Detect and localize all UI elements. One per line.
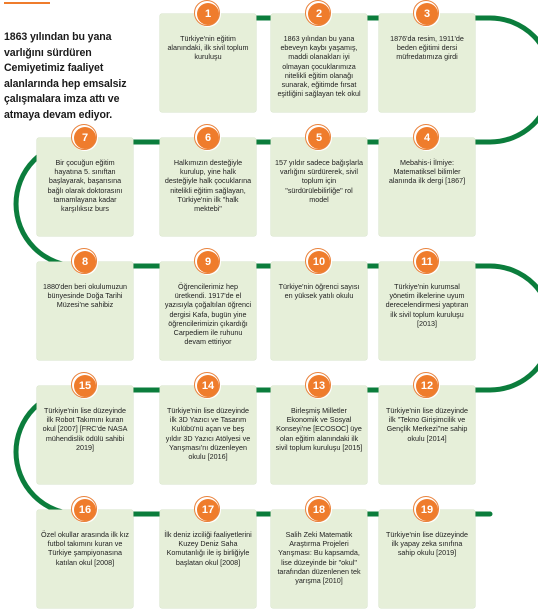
milestone-number-badge: 8	[71, 248, 97, 274]
milestone-card-9: 9 Öğrencilerimiz hep üretkendi. 1917'de e…	[160, 248, 256, 360]
milestone-text: Türkiye'nin lise düzeyinde ilk "Tekno Gi…	[385, 406, 469, 443]
milestone-text: 157 yıldır sadece bağışlarla varlığını s…	[275, 158, 363, 204]
milestone-text: Türkiye'nin lise düzeyinde ilk 3D Yazıcı…	[165, 406, 251, 462]
milestone-number-badge: 4	[413, 124, 439, 150]
milestone-number-badge: 15	[71, 372, 97, 398]
milestone-number-badge: 18	[305, 496, 331, 522]
milestone-number-badge: 3	[413, 0, 439, 26]
milestone-card-13: 13 Birleşmiş Milletler Ekonomik ve Sosyal…	[271, 372, 367, 484]
milestone-number-badge: 17	[194, 496, 220, 522]
milestone-text: Öğrencilerimiz hep üretkendi. 1917'de el…	[164, 282, 252, 347]
milestone-card-1: 1 Türkiye'nin eğitim alanındaki, ilk sivi…	[160, 0, 256, 112]
milestone-text: Mebahis-i İlmiye: Matematiksel bilimler …	[388, 158, 466, 186]
header-accent-rule	[4, 2, 50, 4]
milestone-text: İlk deniz izciliği faaliyetlerini Kuzey …	[164, 530, 252, 567]
milestone-number-badge: 13	[305, 372, 331, 398]
milestone-number-badge: 11	[413, 248, 439, 274]
milestone-card-11: 11 Türkiye'nin kurumsal yönetim ilkelerin…	[379, 248, 475, 360]
milestone-number-badge: 1	[194, 0, 220, 26]
milestone-number-badge: 5	[305, 124, 331, 150]
milestone-text: Bir çocuğun eğitim hayatına 5. sınıftan …	[47, 158, 123, 214]
milestone-text: Türkiye'nin öğrenci sayısı en yüksek yat…	[278, 282, 360, 301]
milestone-text: Türkiye'nin lise düzeyinde ilk Robot Tak…	[42, 406, 128, 452]
milestone-card-16: 16 Özel okullar arasında ilk kız futbol t…	[37, 496, 133, 608]
milestone-number-badge: 7	[71, 124, 97, 150]
milestone-number-badge: 2	[305, 0, 331, 26]
milestone-number-badge: 6	[194, 124, 220, 150]
milestone-number-badge: 19	[413, 496, 439, 522]
milestone-text: Salih Zeki Matematik Araştırma Projeleri…	[277, 530, 361, 586]
milestone-number-badge: 12	[413, 372, 439, 398]
milestone-card-12: 12 Türkiye'nin lise düzeyinde ilk "Tekno …	[379, 372, 475, 484]
milestone-text: Türkiye'nin eğitim alanındaki, ilk sivil…	[167, 34, 249, 62]
milestone-card-4: 4 Mebahis-i İlmiye: Matematiksel bilimler…	[379, 124, 475, 236]
milestone-text: Halkımızın desteğiyle kurulup, yine halk…	[164, 158, 252, 214]
milestone-card-10: 10 Türkiye'nin öğrenci sayısı en yüksek y…	[271, 248, 367, 360]
milestone-number-badge: 9	[194, 248, 220, 274]
milestone-text: Türkiye'nin lise düzeyinde ilk yapay zek…	[385, 530, 469, 558]
milestone-card-18: 18 Salih Zeki Matematik Araştırma Projele…	[271, 496, 367, 608]
milestone-text: Türkiye'nin kurumsal yönetim ilkelerine …	[385, 282, 469, 328]
milestone-text: 1880'den beri okulumuzun bünyesinde Doğa…	[42, 282, 128, 310]
milestone-number-badge: 14	[194, 372, 220, 398]
milestone-card-14: 14 Türkiye'nin lise düzeyinde ilk 3D Yazı…	[160, 372, 256, 484]
milestone-card-6: 6 Halkımızın desteğiyle kurulup, yine hal…	[160, 124, 256, 236]
milestone-card-17: 17 İlk deniz izciliği faaliyetlerini Kuze…	[160, 496, 256, 608]
milestone-text: Özel okullar arasında ilk kız futbol tak…	[41, 530, 129, 567]
milestone-card-2: 2 1863 yılından bu yana ebeveyn kaybı yaş…	[271, 0, 367, 112]
milestone-card-15: 15 Türkiye'nin lise düzeyinde ilk Robot T…	[37, 372, 133, 484]
milestone-card-19: 19 Türkiye'nin lise düzeyinde ilk yapay z…	[379, 496, 475, 608]
milestone-card-7: 7 Bir çocuğun eğitim hayatına 5. sınıftan…	[37, 124, 133, 236]
intro-text: 1863 yılından bu yana varlığını sürdüren…	[4, 31, 127, 121]
milestone-text: Birleşmiş Milletler Ekonomik ve Sosyal K…	[275, 406, 363, 452]
milestone-number-badge: 10	[305, 248, 331, 274]
milestone-card-8: 8 1880'den beri okulumuzun bünyesinde Doğ…	[37, 248, 133, 360]
milestone-number-badge: 16	[71, 496, 97, 522]
milestone-text: 1863 yılından bu yana ebeveyn kaybı yaşa…	[277, 34, 361, 99]
milestone-card-5: 5 157 yıldır sadece bağışlarla varlığını …	[271, 124, 367, 236]
milestone-text: 1876'da resim, 1911'de beden eğitimi der…	[390, 34, 464, 62]
milestone-card-3: 3 1876'da resim, 1911'de beden eğitimi de…	[379, 0, 475, 112]
